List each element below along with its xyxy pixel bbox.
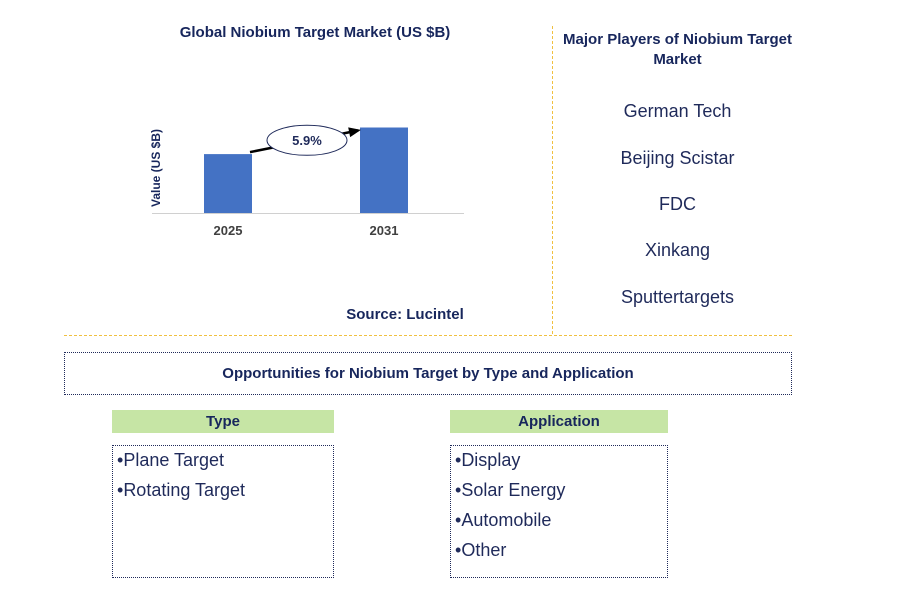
type-list: Plane Target Rotating Target <box>112 445 334 578</box>
player-item: Xinkang <box>644 240 711 260</box>
source-label: Source: Lucintel <box>346 306 464 323</box>
type-item: Rotating Target <box>117 479 333 509</box>
application-item: Other <box>455 539 667 569</box>
bar-2025 <box>204 154 252 213</box>
application-item: Automobile <box>455 509 667 539</box>
horizontal-divider <box>64 335 792 336</box>
type-header: Type <box>112 410 334 433</box>
cagr-label: 5.9% <box>292 133 322 148</box>
player-item: German Tech <box>623 101 732 121</box>
x-tick-label: 2031 <box>370 223 399 238</box>
x-tick-label: 2025 <box>214 223 243 238</box>
bar-chart: Value (US $B) 2025 2031 5.9% <box>149 124 464 238</box>
application-header: Application <box>450 410 668 433</box>
type-item: Plane Target <box>117 449 333 479</box>
vertical-divider <box>552 26 553 334</box>
player-item: FDC <box>659 194 696 214</box>
application-list: Display Solar Energy Automobile Other <box>450 445 668 578</box>
cagr-badge <box>266 124 348 156</box>
chart-title: Global Niobium Target Market (US $B) <box>179 24 451 41</box>
application-item: Solar Energy <box>455 479 667 509</box>
bar-2031 <box>360 127 408 213</box>
opportunities-title: Opportunities for Niobium Target by Type… <box>64 352 792 395</box>
player-item: Sputtertargets <box>620 287 735 307</box>
player-item: Beijing Scistar <box>620 148 735 168</box>
cagr-arrow-head <box>348 127 361 138</box>
players-title: Major Players of Niobium Target Market <box>563 31 792 68</box>
y-axis-label: Value (US $B) <box>149 129 163 207</box>
application-item: Display <box>455 449 667 479</box>
